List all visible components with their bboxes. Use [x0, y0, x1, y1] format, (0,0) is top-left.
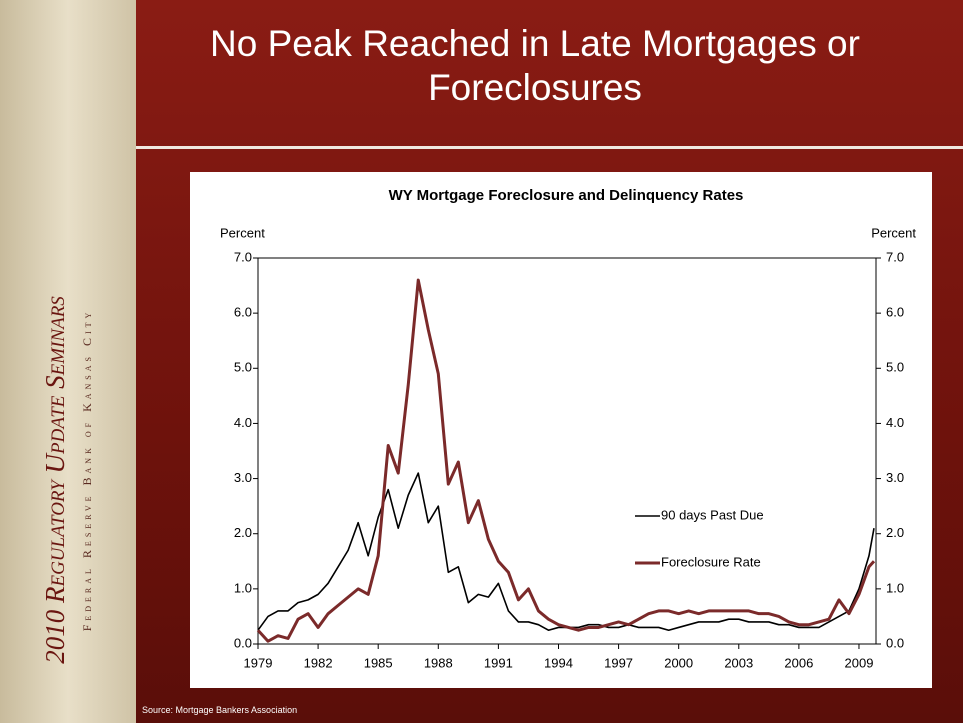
- x-tick-label: 1997: [604, 655, 633, 670]
- y-tick-label: 1.0: [234, 580, 252, 595]
- y2-tick-label: 0.0: [886, 635, 904, 650]
- x-tick-label: 1994: [544, 655, 573, 670]
- chart: WY Mortgage Foreclosure and Delinquency …: [190, 172, 932, 688]
- y2-tick-label: 2.0: [886, 525, 904, 540]
- x-tick-label: 2006: [784, 655, 813, 670]
- rule: [136, 146, 963, 149]
- x-tick-label: 2003: [724, 655, 753, 670]
- y2-tick-label: 7.0: [886, 249, 904, 264]
- y2-tick-label: 3.0: [886, 470, 904, 485]
- x-tick-label: 1988: [424, 655, 453, 670]
- chart-background: [190, 172, 932, 688]
- y-tick-label: 2.0: [234, 525, 252, 540]
- series-line: [256, 278, 876, 643]
- x-tick-label: 1991: [484, 655, 513, 670]
- x-tick-label: 1979: [244, 655, 273, 670]
- sidebar-title: 2010 Regulatory Update Seminars: [40, 296, 70, 664]
- sidebar-subtitle: Federal Reserve Bank of Kansas City: [80, 309, 94, 632]
- x-tick-label: 2000: [664, 655, 693, 670]
- x-tick-label: 1982: [304, 655, 333, 670]
- y-tick-label: 4.0: [234, 415, 252, 430]
- y2-tick-label: 6.0: [886, 305, 904, 320]
- chart-title: WY Mortgage Foreclosure and Delinquency …: [389, 187, 744, 204]
- y-tick-label: 3.0: [234, 470, 252, 485]
- sidebar: [0, 0, 136, 723]
- source: Source: Mortgage Bankers Association: [142, 705, 298, 715]
- y-tick-label: 6.0: [234, 305, 252, 320]
- legend-label: Foreclosure Rate: [661, 554, 761, 569]
- legend-label: 90 days Past Due: [661, 507, 764, 522]
- y2-axis-label: Percent: [871, 225, 916, 240]
- sidebar-text: 2010 Regulatory Update Seminars Federal …: [40, 296, 94, 664]
- x-tick-label: 1985: [364, 655, 393, 670]
- y2-tick-label: 4.0: [886, 415, 904, 430]
- y2-tick-label: 1.0: [886, 580, 904, 595]
- y2-tick-label: 5.0: [886, 360, 904, 375]
- y-axis-label: Percent: [220, 225, 265, 240]
- slide-title: No Peak Reached in Late Mortgages or For…: [210, 23, 860, 108]
- y-tick-label: 5.0: [234, 360, 252, 375]
- x-tick-label: 2009: [845, 655, 874, 670]
- y-tick-label: 7.0: [234, 249, 252, 264]
- y-tick-label: 0.0: [234, 635, 252, 650]
